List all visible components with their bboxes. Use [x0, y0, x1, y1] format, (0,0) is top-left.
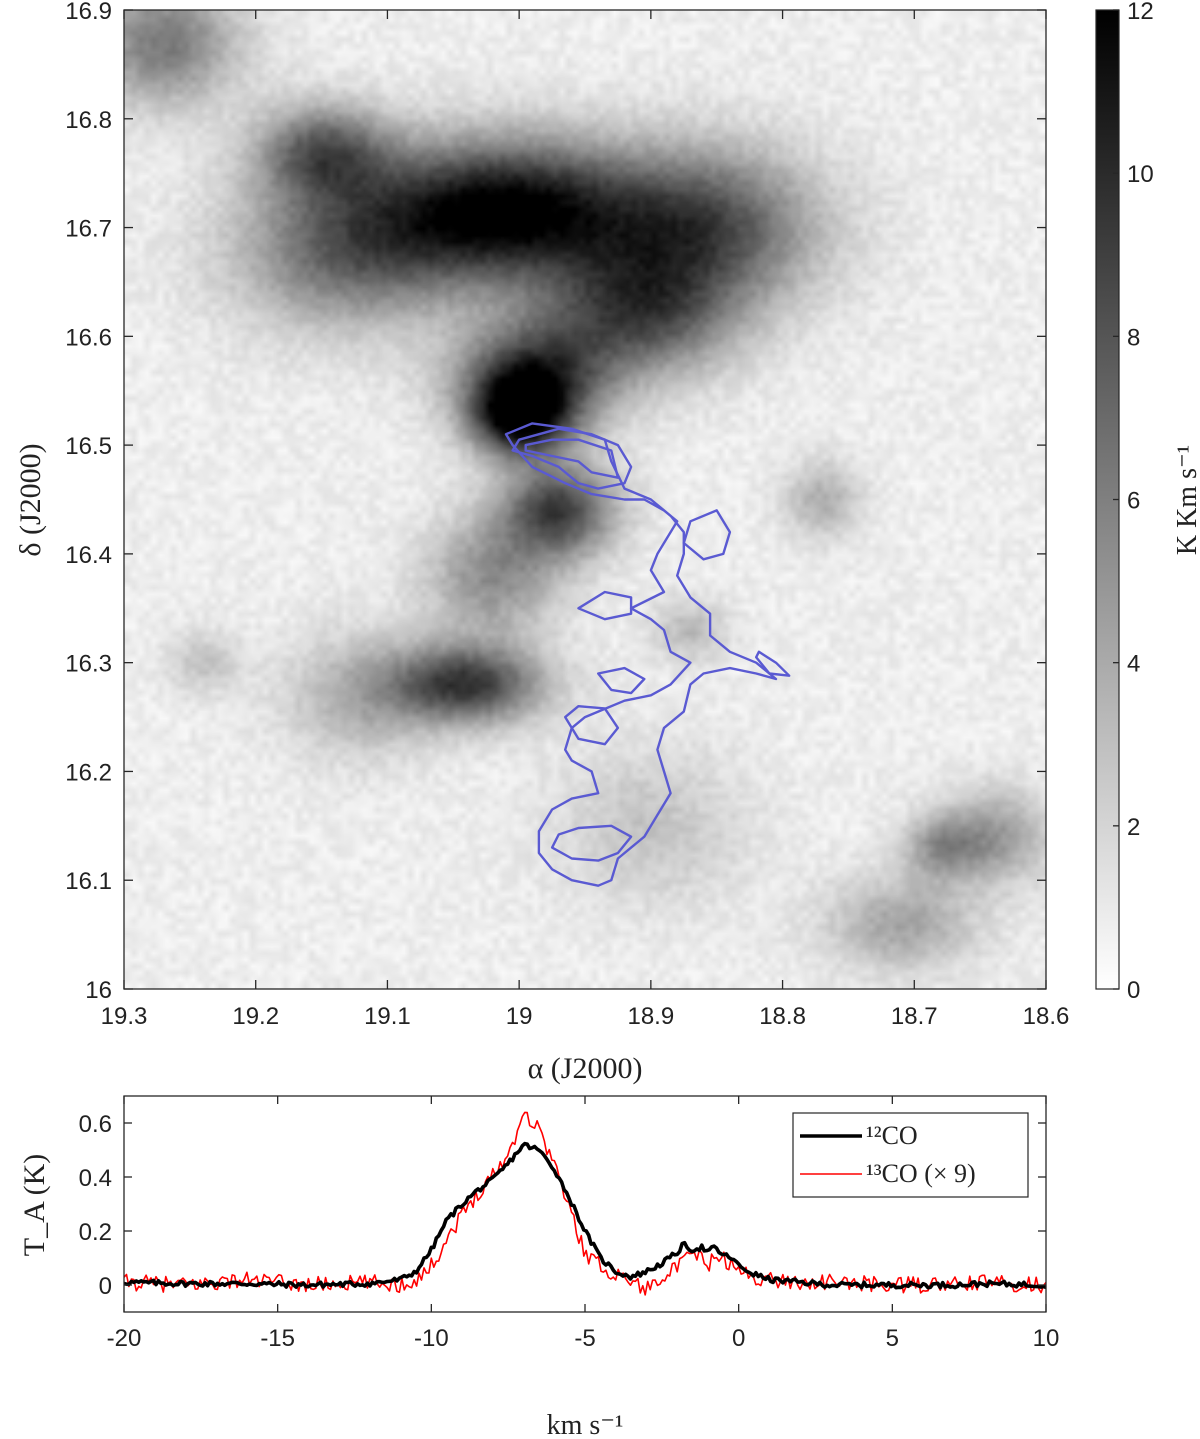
spectrum-x-tick-label: 10 — [1033, 1325, 1060, 1352]
map-x-tick-label: 18.8 — [759, 1003, 806, 1030]
map-y-tick-label: 16.5 — [65, 433, 112, 460]
map-x-tick-label: 18.7 — [891, 1003, 938, 1030]
intensity-map: 19.3 19.2 19.1 19 18.9 18.8 18.7 18.6 16 16.1 16.… — [14, 0, 1069, 1085]
map-x-label: α (J2000) — [528, 1052, 643, 1085]
map-y-tick-label: 16.8 — [65, 107, 112, 134]
spectrum-y-tick-label: 0.4 — [79, 1165, 112, 1192]
map-y-tick-label: 16.9 — [65, 0, 112, 25]
map-frame — [123, 9, 1047, 990]
contour-8 — [755, 650, 791, 677]
contour-0 — [524, 438, 620, 479]
intensity-image — [124, 10, 1046, 989]
legend-13co-label: ¹³CO (× 9) — [866, 1159, 976, 1188]
spectrum-y-tick-label: 0.6 — [79, 1111, 112, 1138]
spectrum-x-tick-label: -5 — [574, 1325, 595, 1352]
map-y-ticks: 16 16.1 16.2 16.3 16.4 16.5 16.6 16.7 16.8 16.9 — [65, 0, 1046, 1004]
map-x-tick-label: 19.3 — [101, 1003, 148, 1030]
colorbar-tick-label: 10 — [1127, 161, 1154, 188]
spectrum-x-label: km s⁻¹ — [547, 1410, 624, 1439]
map-y-tick-label: 16 — [85, 977, 112, 1004]
contour-4 — [597, 666, 646, 695]
map-y-tick-label: 16.7 — [65, 216, 112, 243]
colorbar-tick-label: 0 — [1127, 977, 1140, 1004]
legend: ¹²CO ¹³CO (× 9) — [792, 1112, 1029, 1198]
series-12co-line — [124, 1141, 1046, 1290]
map-x-tick-label: 18.9 — [627, 1003, 674, 1030]
map-x-tick-label: 18.6 — [1023, 1003, 1070, 1030]
colorbar: 0 2 4 6 8 10 12 K Km s⁻¹ — [1095, 0, 1200, 1004]
map-y-tick-label: 16.4 — [65, 542, 112, 569]
spectrum-x-tick-label: -20 — [107, 1325, 142, 1352]
spectrum-x-tick-label: -10 — [414, 1325, 449, 1352]
contour-2 — [504, 422, 778, 887]
spectrum-plot: -20 -15 -10 -5 0 5 10 0 0.2 0.4 0.6 km s⁻¹ T_A (K… — [18, 1095, 1060, 1439]
map-x-tick-label: 19 — [506, 1003, 533, 1030]
contour-layer — [504, 422, 791, 887]
map-y-tick-label: 16.6 — [65, 324, 112, 351]
colorbar-tick-label: 6 — [1127, 488, 1140, 515]
map-x-tick-label: 19.1 — [364, 1003, 411, 1030]
map-y-tick-label: 16.1 — [65, 868, 112, 895]
colorbar-tick-label: 4 — [1127, 651, 1140, 678]
contour-5 — [564, 705, 620, 746]
colorbar-label: K Km s⁻¹ — [1172, 445, 1200, 555]
spectrum-y-label: T_A (K) — [18, 1154, 51, 1256]
map-x-tick-label: 19.2 — [232, 1003, 279, 1030]
contour-3 — [550, 824, 633, 862]
legend-12co-label: ¹²CO — [866, 1121, 918, 1150]
spectrum-x-tick-label: 0 — [732, 1325, 745, 1352]
map-y-label: δ (J2000) — [14, 443, 47, 556]
colorbar-ticks: 0 2 4 6 8 10 12 — [1113, 0, 1154, 1004]
spectrum-y-tick-label: 0.2 — [79, 1219, 112, 1246]
spectrum-x-tick-label: -15 — [260, 1325, 295, 1352]
contour-7 — [682, 509, 732, 561]
spectrum-y-tick-label: 0 — [99, 1273, 112, 1300]
legend-box — [792, 1112, 1029, 1198]
contour-6 — [577, 590, 633, 621]
map-y-tick-label: 16.3 — [65, 651, 112, 678]
contour-1 — [511, 427, 633, 490]
map-y-tick-label: 16.2 — [65, 759, 112, 786]
spectrum-y-ticks: 0 0.2 0.4 0.6 — [79, 1111, 1046, 1300]
series-13co-line — [124, 1111, 1046, 1296]
spectrum-x-ticks: -20 -15 -10 -5 0 5 10 — [107, 1096, 1060, 1352]
colorbar-tick-label: 12 — [1127, 0, 1154, 25]
colorbar-tick-label: 8 — [1127, 324, 1140, 351]
map-x-ticks: 19.3 19.2 19.1 19 18.9 18.8 18.7 18.6 — [101, 10, 1070, 1030]
spectrum-x-tick-label: 5 — [886, 1325, 899, 1352]
colorbar-tick-label: 2 — [1127, 814, 1140, 841]
